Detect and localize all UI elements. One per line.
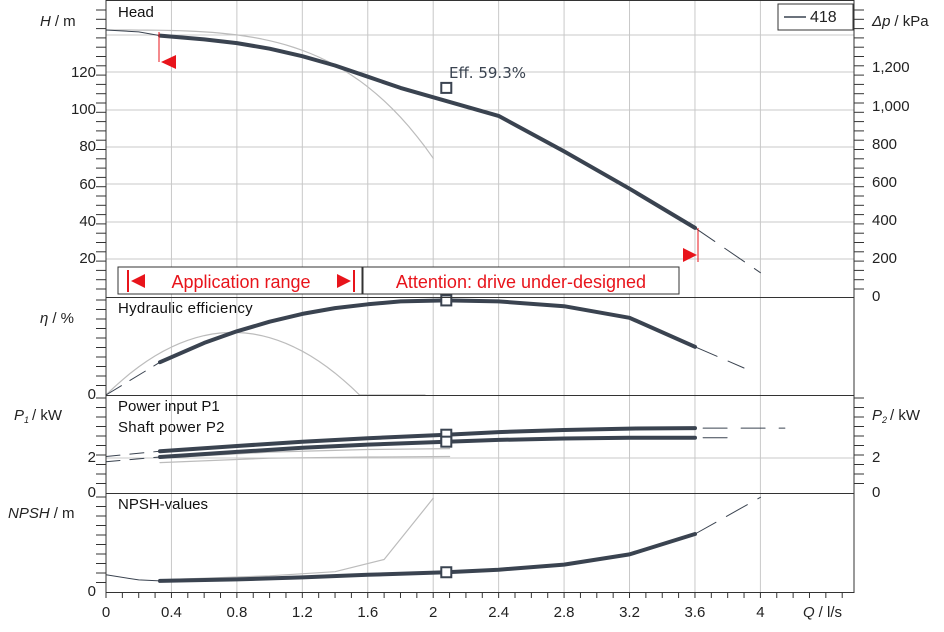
x-axis-label: Q / l/s bbox=[803, 604, 842, 621]
pressure-tick-1000: 1,000 bbox=[872, 98, 910, 115]
grid-lines bbox=[105, 0, 854, 592]
efficiency-curve bbox=[158, 298, 697, 365]
x-tick-label: 1.2 bbox=[292, 604, 313, 621]
pressure-tick-0: 0 bbox=[872, 288, 880, 305]
power-p2-title: Shaft power P2 bbox=[118, 419, 225, 436]
power-right-ylabel: P2/ kW bbox=[872, 407, 921, 425]
head-tick-100: 100 bbox=[71, 101, 96, 118]
application-range-label: Application range bbox=[171, 272, 310, 292]
x-tick-label: 2.4 bbox=[488, 604, 509, 621]
panel-frames bbox=[105, 0, 855, 593]
efficiency-ylabel: η / % bbox=[40, 310, 74, 327]
x-tick-label: 2 bbox=[429, 604, 437, 621]
npsh-duty-point bbox=[440, 566, 453, 579]
pressure-tick-400: 400 bbox=[872, 212, 897, 229]
x-tick-label: 4 bbox=[756, 604, 764, 621]
efficiency-annotation: Eff. 59.3% bbox=[449, 64, 526, 82]
secondary-head-curve bbox=[106, 29, 434, 159]
pressure-tick-600: 600 bbox=[872, 174, 897, 191]
pressure-tick-800: 800 bbox=[872, 136, 897, 153]
pressure-ylabel: Δp / kPa bbox=[871, 13, 929, 30]
pressure-tick-200: 200 bbox=[872, 250, 897, 267]
p1-extension-left bbox=[105, 450, 161, 457]
range-markers bbox=[158, 32, 699, 262]
secondary-npsh-curve bbox=[159, 497, 434, 581]
efficiency-panel-title: Hydraulic efficiency bbox=[118, 300, 253, 317]
head-ylabel: H / m bbox=[40, 13, 76, 30]
head-tick-120: 120 bbox=[71, 64, 96, 81]
npsh-tick-0: 0 bbox=[88, 583, 96, 600]
head-tick-40: 40 bbox=[79, 213, 96, 230]
power-p1-title: Power input P1 bbox=[118, 398, 220, 415]
panel-frame bbox=[105, 0, 855, 298]
pressure-tick-1200: 1,200 bbox=[872, 59, 910, 76]
x-tick-label: 0 bbox=[102, 604, 110, 621]
x-tick-labels: 0 0.4 0.8 1.2 1.6 2 2.4 2.8 3.2 3.6 4 bbox=[102, 604, 765, 621]
efficiency-duty-point bbox=[440, 294, 453, 307]
efficiency-tick-0: 0 bbox=[88, 386, 96, 403]
power-left-ylabel: P1/ kW bbox=[14, 407, 63, 425]
application-range-box: Application range bbox=[117, 266, 363, 295]
head-curve bbox=[158, 33, 697, 230]
npsh-ylabel: NPSH / m bbox=[8, 505, 75, 522]
attention-label: Attention: drive under-designed bbox=[396, 272, 646, 292]
power-right-tick-2: 2 bbox=[872, 449, 880, 466]
panel-frame bbox=[105, 493, 855, 593]
main-curves bbox=[105, 29, 786, 583]
p2-extension-left bbox=[105, 456, 161, 463]
head-extension-right bbox=[694, 227, 761, 274]
head-duty-point bbox=[440, 81, 453, 94]
power-left-tick-2: 2 bbox=[88, 449, 96, 466]
npsh-curve bbox=[158, 532, 697, 583]
x-tick-label: 0.4 bbox=[161, 604, 182, 621]
eff-extension-right bbox=[694, 346, 745, 369]
power-p2-duty-point bbox=[440, 435, 453, 448]
head-extension-left bbox=[105, 29, 161, 37]
attention-box: Attention: drive under-designed bbox=[362, 266, 680, 295]
legend-entry: 418 bbox=[810, 9, 837, 26]
head-panel-title: Head bbox=[118, 4, 154, 21]
power-left-tick-0: 0 bbox=[88, 484, 96, 501]
x-tick-label: 1.6 bbox=[357, 604, 378, 621]
npsh-extension-right bbox=[694, 496, 761, 535]
npsh-extension-left bbox=[105, 574, 161, 582]
tick-marks bbox=[96, 9, 864, 598]
head-tick-20: 20 bbox=[79, 250, 96, 267]
npsh-panel-title: NPSH-values bbox=[118, 496, 208, 513]
head-tick-80: 80 bbox=[79, 138, 96, 155]
head-tick-60: 60 bbox=[79, 176, 96, 193]
power-right-tick-0: 0 bbox=[872, 484, 880, 501]
secondary-efficiency-curve bbox=[106, 331, 426, 395]
secondary-power-curve-2 bbox=[159, 455, 451, 464]
eff-extension-left bbox=[105, 361, 161, 396]
x-tick-label: 3.2 bbox=[619, 604, 640, 621]
x-tick-label: 2.8 bbox=[554, 604, 575, 621]
x-tick-label: 3.6 bbox=[685, 604, 706, 621]
x-tick-label: 0.8 bbox=[226, 604, 247, 621]
